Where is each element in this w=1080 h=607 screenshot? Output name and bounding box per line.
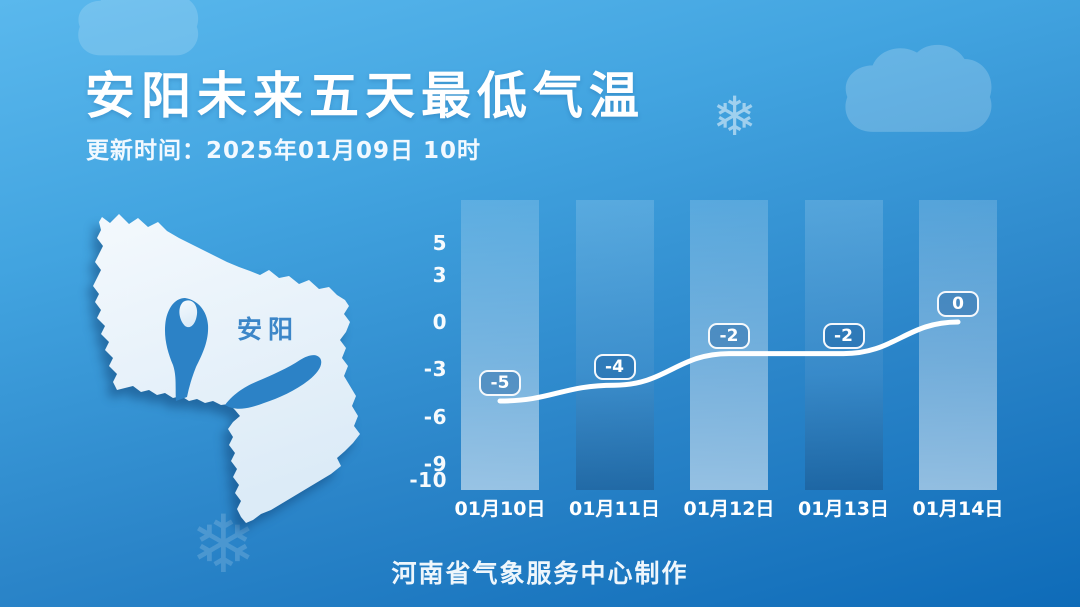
x-axis-label: 01月11日 xyxy=(569,498,660,520)
region-shape xyxy=(93,214,360,523)
page-title: 安阳未来五天最低气温 xyxy=(85,67,645,125)
y-axis-tick: -10 xyxy=(409,468,447,492)
bar-01月10日 xyxy=(461,200,539,490)
x-axis-label: 01月14日 xyxy=(912,498,1004,520)
x-axis-label: 01月12日 xyxy=(683,498,775,520)
y-axis-tick: -3 xyxy=(423,357,447,382)
map-bay xyxy=(164,298,209,401)
value-label: -2 xyxy=(708,322,750,349)
y-axis-tick: 3 xyxy=(432,262,447,287)
value-label: -5 xyxy=(479,370,521,396)
region-map: 安阳 xyxy=(93,214,360,523)
bar-01月11日 xyxy=(575,200,654,490)
y-axis-tick: 0 xyxy=(432,310,447,334)
map-peninsula xyxy=(179,300,198,328)
update-time: 更新时间：2025年01月09日 10时 xyxy=(86,138,482,164)
footer-credit: 河南省气象服务中心制作 xyxy=(391,559,689,588)
value-label: 0 xyxy=(937,291,979,317)
bar-01月14日 xyxy=(919,200,997,490)
map-bay xyxy=(225,355,322,409)
cloud-icon xyxy=(845,44,992,132)
value-label: -2 xyxy=(822,322,865,349)
y-axis-tick: -6 xyxy=(423,404,447,429)
cloud-icon xyxy=(78,0,199,56)
y-axis-tick: -9 xyxy=(423,452,447,477)
region-label: 安阳 xyxy=(237,315,299,344)
x-axis-label: 01月10日 xyxy=(454,498,546,520)
value-label: -4 xyxy=(593,354,636,381)
x-axis-label: 01月13日 xyxy=(798,498,889,520)
y-axis-tick: 5 xyxy=(432,231,447,255)
snowflake-icon: ❄ xyxy=(712,85,758,148)
